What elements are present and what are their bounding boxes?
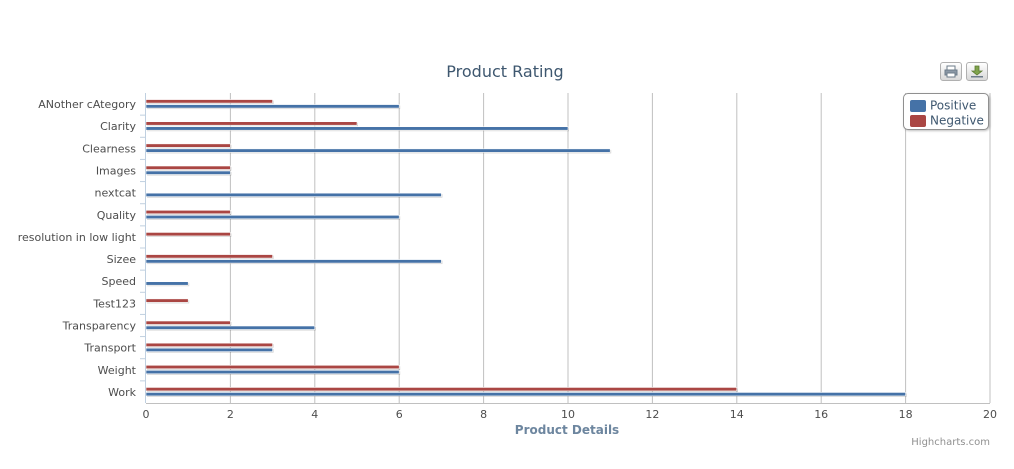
bar-negative[interactable] <box>145 320 231 325</box>
category-label: Sizee <box>107 253 137 266</box>
x-tick-label: 4 <box>311 408 318 421</box>
export-button[interactable] <box>966 62 988 81</box>
category-label: Transport <box>83 342 136 355</box>
x-tick-label: 6 <box>396 408 403 421</box>
bar-positive[interactable] <box>145 281 189 286</box>
legend-swatch <box>910 114 926 127</box>
x-tick-label: 18 <box>899 408 913 421</box>
bar-positive[interactable] <box>145 369 400 375</box>
bar-negative[interactable] <box>145 364 400 370</box>
category-label: Transparency <box>62 320 137 333</box>
bar-positive[interactable] <box>145 259 442 264</box>
category-label: Weight <box>98 364 137 377</box>
legend-label: Positive <box>930 98 977 113</box>
bar-positive[interactable] <box>145 192 442 197</box>
axes: ANother cAtegory Clarity Clearness Images ne… <box>18 93 997 421</box>
bar-positive[interactable] <box>145 214 400 220</box>
grid-lines <box>229 93 991 403</box>
bar-positive[interactable] <box>145 104 400 109</box>
bar-positive[interactable] <box>145 325 316 330</box>
x-tick-label: 12 <box>645 408 659 421</box>
x-tick-label: 20 <box>983 408 997 421</box>
category-label: resolution in low light <box>18 231 137 244</box>
x-axis-title: Product Details <box>515 423 619 437</box>
category-label: Clarity <box>100 120 136 133</box>
bar-negative[interactable] <box>145 232 231 237</box>
category-label: ANother cAtegory <box>38 98 136 111</box>
bar-negative[interactable] <box>145 121 358 126</box>
bar-negative[interactable] <box>145 342 273 347</box>
x-tick-label: 14 <box>730 408 744 421</box>
bar-series <box>145 99 907 397</box>
bar-negative[interactable] <box>145 209 231 215</box>
bar-negative[interactable] <box>145 254 273 259</box>
legend-item-negative[interactable]: Negative <box>910 113 984 128</box>
print-button[interactable] <box>940 62 962 81</box>
download-icon <box>970 65 984 78</box>
bar-positive[interactable] <box>145 170 231 175</box>
x-tick-label: 8 <box>480 408 487 421</box>
bar-positive[interactable] <box>145 347 273 352</box>
category-label: Images <box>96 165 136 178</box>
category-label: Work <box>108 386 136 399</box>
x-tick-label: 0 <box>143 408 150 421</box>
bar-positive[interactable] <box>145 148 611 153</box>
bar-negative[interactable] <box>145 99 273 104</box>
category-label: nextcat <box>95 187 137 200</box>
chart-title: Product Rating <box>446 62 563 81</box>
legend: Positive Negative <box>903 93 989 130</box>
x-tick-label: 2 <box>227 408 234 421</box>
bar-negative[interactable] <box>145 298 189 303</box>
category-label: Test123 <box>92 297 136 310</box>
credits-link[interactable]: Highcharts.com <box>911 437 990 448</box>
category-label: Quality <box>97 209 137 222</box>
category-label: Speed <box>102 275 136 288</box>
x-tick-label: 10 <box>561 408 575 421</box>
bar-negative[interactable] <box>145 387 738 392</box>
legend-swatch <box>910 99 926 112</box>
bar-positive[interactable] <box>145 126 569 131</box>
bar-negative[interactable] <box>145 165 231 170</box>
x-tick-label: 16 <box>814 408 828 421</box>
category-label: Clearness <box>82 142 136 155</box>
legend-label: Negative <box>930 113 984 128</box>
bar-negative[interactable] <box>145 143 231 148</box>
legend-item-positive[interactable]: Positive <box>910 98 977 113</box>
bar-positive[interactable] <box>145 392 906 397</box>
printer-icon <box>944 65 958 78</box>
